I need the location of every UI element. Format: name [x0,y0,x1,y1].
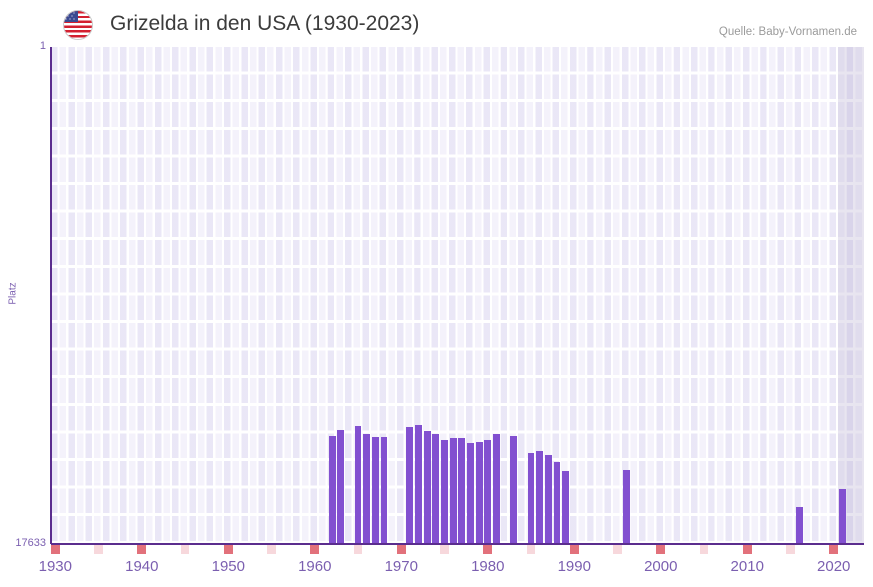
bar-1965[interactable] [354,426,362,544]
bar-1996[interactable] [622,470,630,544]
bar-1979[interactable] [475,442,483,544]
bar-1973[interactable] [423,431,431,544]
flag-canton [64,11,78,22]
bar-1983[interactable] [510,436,518,544]
chart-plot-area [51,47,864,544]
x-tick-1965 [353,545,363,554]
x-tick-1945 [180,545,190,554]
y-axis-top-label: 1 [39,40,46,52]
bar-1974[interactable] [432,434,440,544]
page-title: Grizelda in den USA (1930-2023) [110,12,420,35]
x-tick-1975 [440,545,449,554]
x-tick-1990 [569,545,579,554]
bar-1985[interactable] [527,453,535,544]
x-axis-label-1930: 1930 [38,558,72,575]
grid-horizontal-lines [51,47,864,544]
x-axis-label-1960: 1960 [298,558,332,575]
y-axis-bottom-label: 17633 [15,537,46,549]
x-tick-1995 [613,545,622,554]
bar-2016[interactable] [795,507,803,544]
bar-1989[interactable] [562,471,570,544]
bar-1976[interactable] [449,438,457,544]
bar-1977[interactable] [458,438,466,544]
us-flag-icon [63,10,93,40]
x-axis-label-1970: 1970 [384,558,418,575]
x-axis-label-2000: 2000 [644,558,678,575]
x-tick-2000 [656,545,666,554]
x-tick-2015 [786,545,795,554]
x-tick-1935 [94,545,103,554]
bar-1987[interactable] [544,455,552,544]
x-tick-2020 [829,545,839,554]
x-tick-1950 [223,545,233,554]
chart-header: Grizelda in den USA (1930-2023) Quelle: … [0,0,873,44]
bar-1966[interactable] [363,434,371,544]
bar-2021[interactable] [838,489,846,544]
x-tick-1960 [310,545,320,554]
x-tick-1980 [483,545,493,554]
bar-1980[interactable] [484,440,492,544]
x-axis-label-2010: 2010 [730,558,764,575]
source-attribution: Quelle: Baby-Vornamen.de [718,26,857,38]
bar-1975[interactable] [441,440,448,544]
x-axis-tick-marks [51,545,864,554]
projection-region-shade [838,47,864,544]
y-axis-line [50,47,52,544]
x-tick-1970 [396,545,406,554]
bar-1967[interactable] [371,437,379,544]
bar-1963[interactable] [337,430,345,544]
bar-1978[interactable] [467,443,474,544]
bar-1971[interactable] [406,427,414,544]
x-axis-label-1940: 1940 [125,558,159,575]
y-axis-title: Platz [7,282,19,305]
bar-1972[interactable] [415,425,423,544]
x-tick-1930 [51,545,60,554]
x-tick-1940 [137,545,147,554]
bar-1988[interactable] [553,462,561,544]
x-tick-1955 [267,545,276,554]
x-axis-label-1950: 1950 [211,558,245,575]
bar-1968[interactable] [380,437,388,544]
bar-1981[interactable] [492,434,500,544]
bar-series [51,47,864,544]
x-axis-label-1990: 1990 [557,558,591,575]
x-axis-label-1980: 1980 [471,558,505,575]
bar-1986[interactable] [536,451,544,544]
x-tick-2010 [742,545,752,554]
bar-1962[interactable] [328,436,336,544]
x-axis-line [51,543,864,545]
x-tick-1985 [526,545,536,554]
x-axis-label-2020: 2020 [817,558,851,575]
x-tick-2005 [699,545,709,554]
